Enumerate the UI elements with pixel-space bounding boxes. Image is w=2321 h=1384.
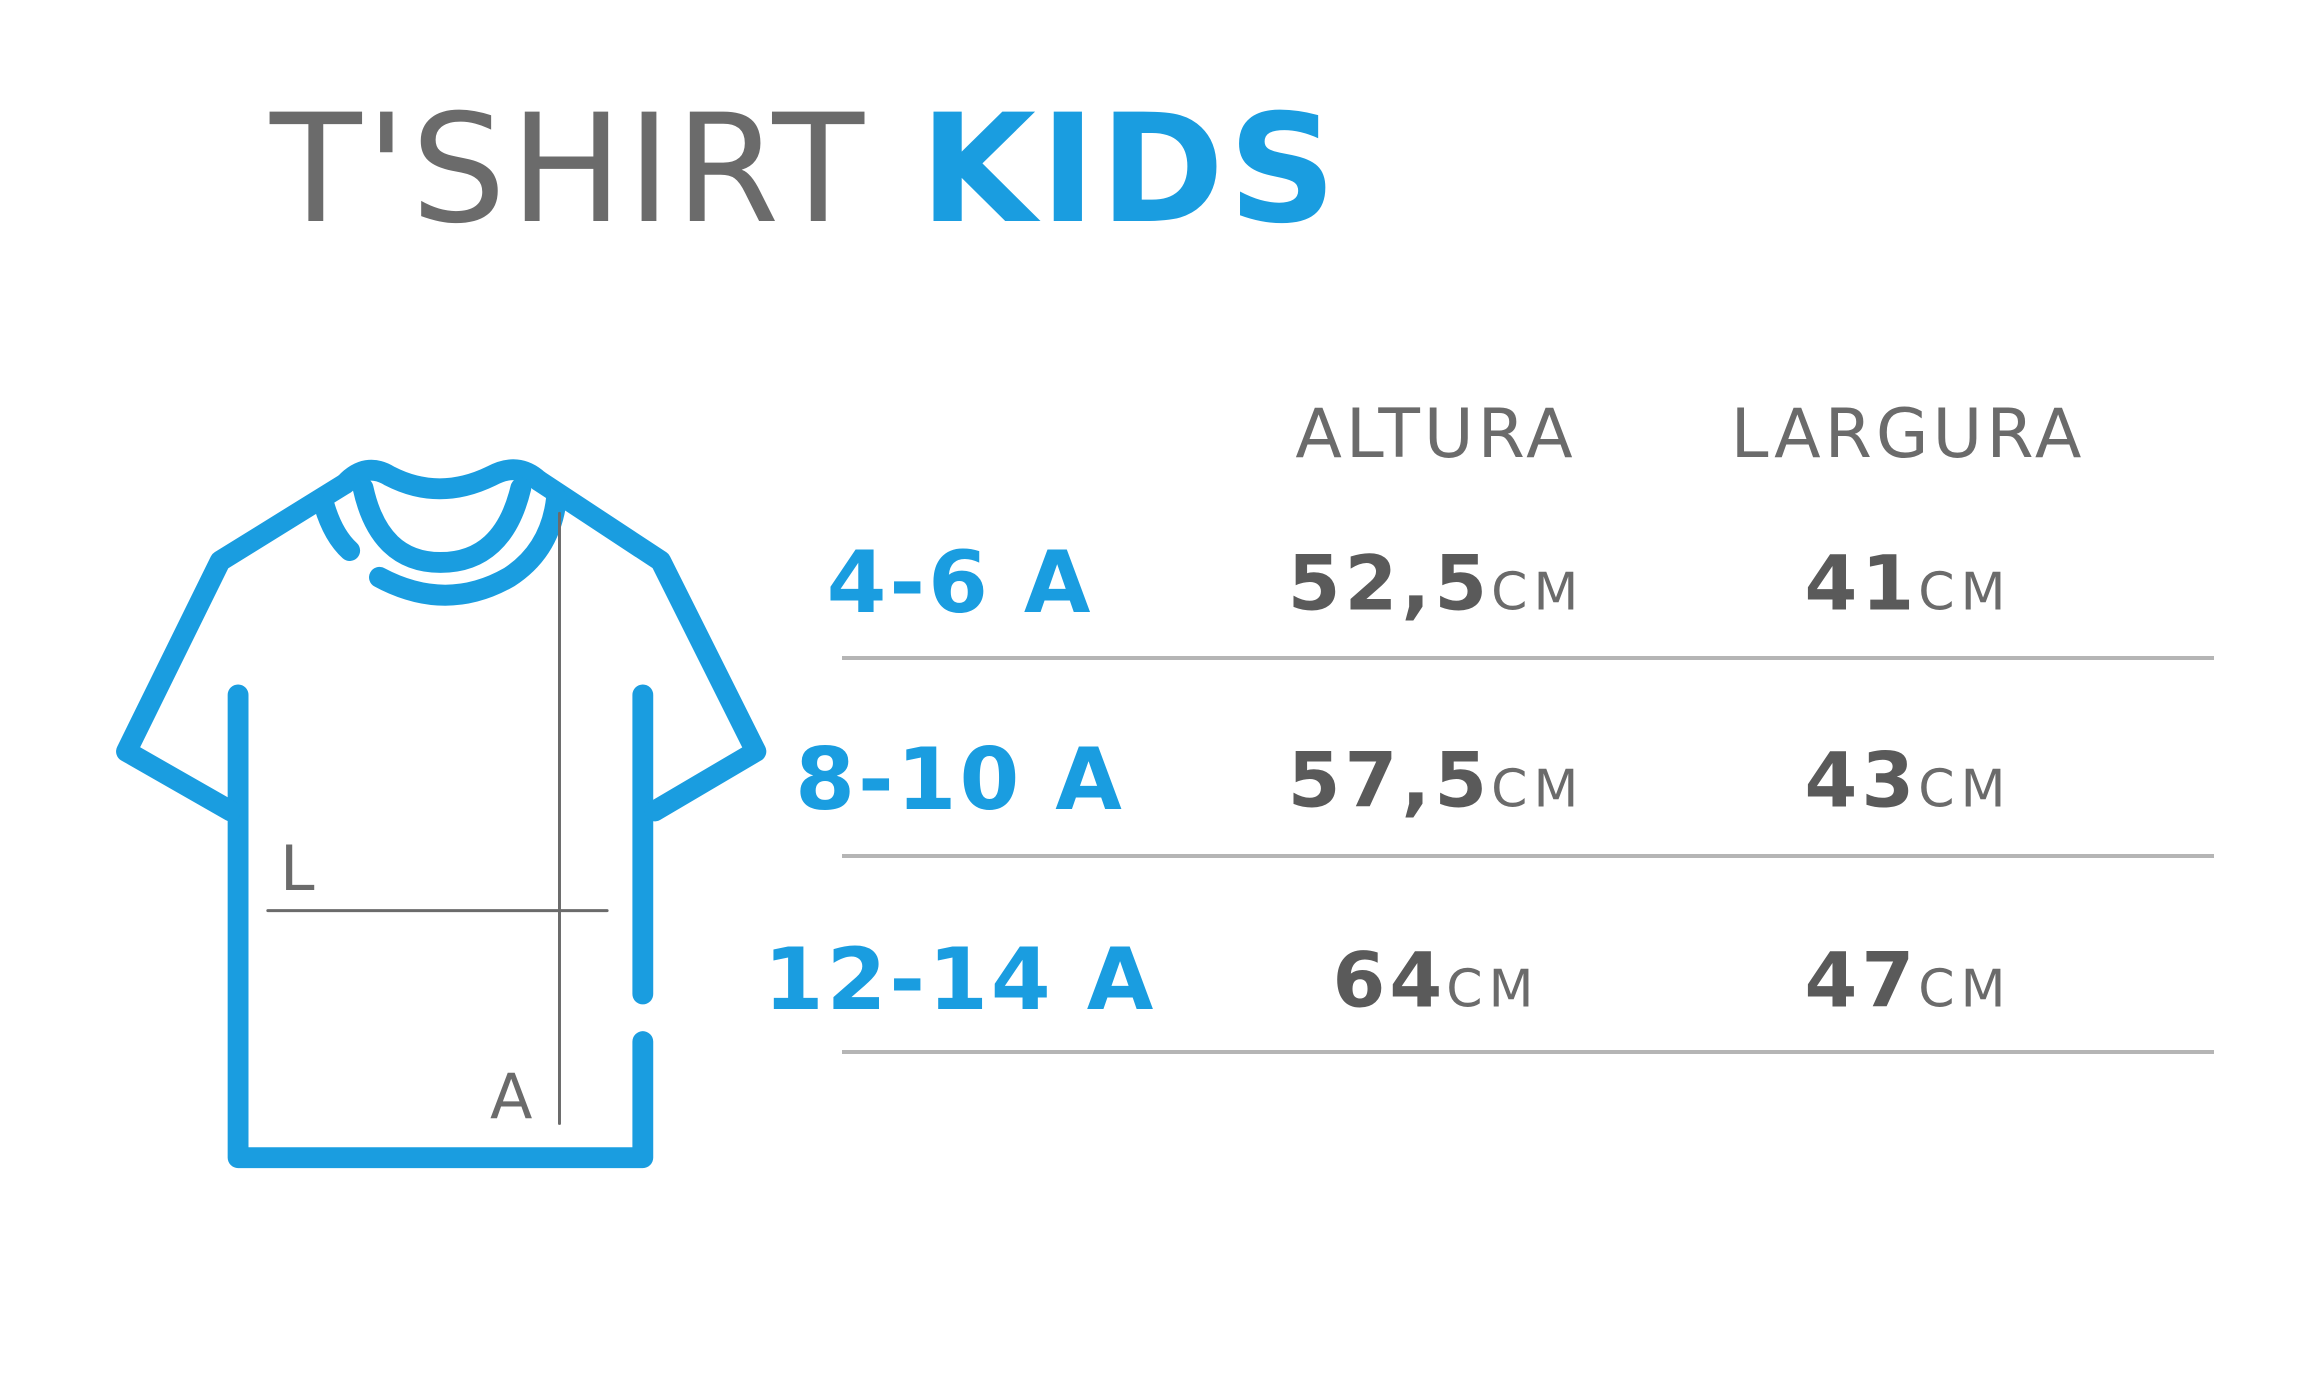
measurement: 47CM	[1805, 936, 2012, 1025]
measurement: 64CM	[1333, 936, 1540, 1025]
measurement: 43CM	[1805, 736, 2012, 825]
measurement-unit: CM	[1918, 959, 2012, 1020]
measurement: 57,5CM	[1288, 736, 1585, 825]
height-label: A	[490, 1060, 532, 1133]
measurement-value: 41	[1804, 538, 1919, 628]
measurement-value: 64	[1332, 935, 1447, 1025]
measurement-unit: CM	[1491, 759, 1585, 820]
measurement-value: 43	[1804, 735, 1919, 825]
title: T'SHIRT KIDS	[270, 90, 1340, 250]
measurement: 52,5CM	[1288, 539, 1585, 628]
row-divider	[842, 854, 2214, 858]
row-divider	[842, 1050, 2214, 1054]
collar-inner	[352, 477, 532, 573]
measurement-unit: CM	[1918, 562, 2012, 623]
title-main: T'SHIRT	[270, 83, 869, 257]
row-divider	[842, 656, 2214, 660]
collar-top	[334, 459, 550, 500]
column-header: LARGURA	[1730, 395, 2086, 474]
collar-outer	[369, 488, 567, 606]
left-sleeve	[116, 473, 356, 822]
right-sleeve	[528, 470, 767, 822]
collar-left	[313, 495, 361, 561]
measurement-unit: CM	[1446, 959, 1540, 1020]
measurement: 41CM	[1805, 539, 2012, 628]
column-header: ALTURA	[1295, 395, 1577, 474]
size-label: 8-10 A	[795, 730, 1125, 830]
measurement-value: 47	[1804, 935, 1919, 1025]
title-accent: KIDS	[919, 83, 1341, 257]
measurement-unit: CM	[1491, 562, 1585, 623]
shirt-body	[227, 684, 654, 1169]
width-label: L	[280, 832, 315, 905]
measurement-unit: CM	[1918, 759, 2012, 820]
measurement-value: 52,5	[1287, 538, 1492, 628]
size-label: 12-14 A	[763, 930, 1157, 1030]
size-label: 4-6 A	[826, 533, 1094, 633]
measurement-value: 57,5	[1287, 735, 1492, 825]
